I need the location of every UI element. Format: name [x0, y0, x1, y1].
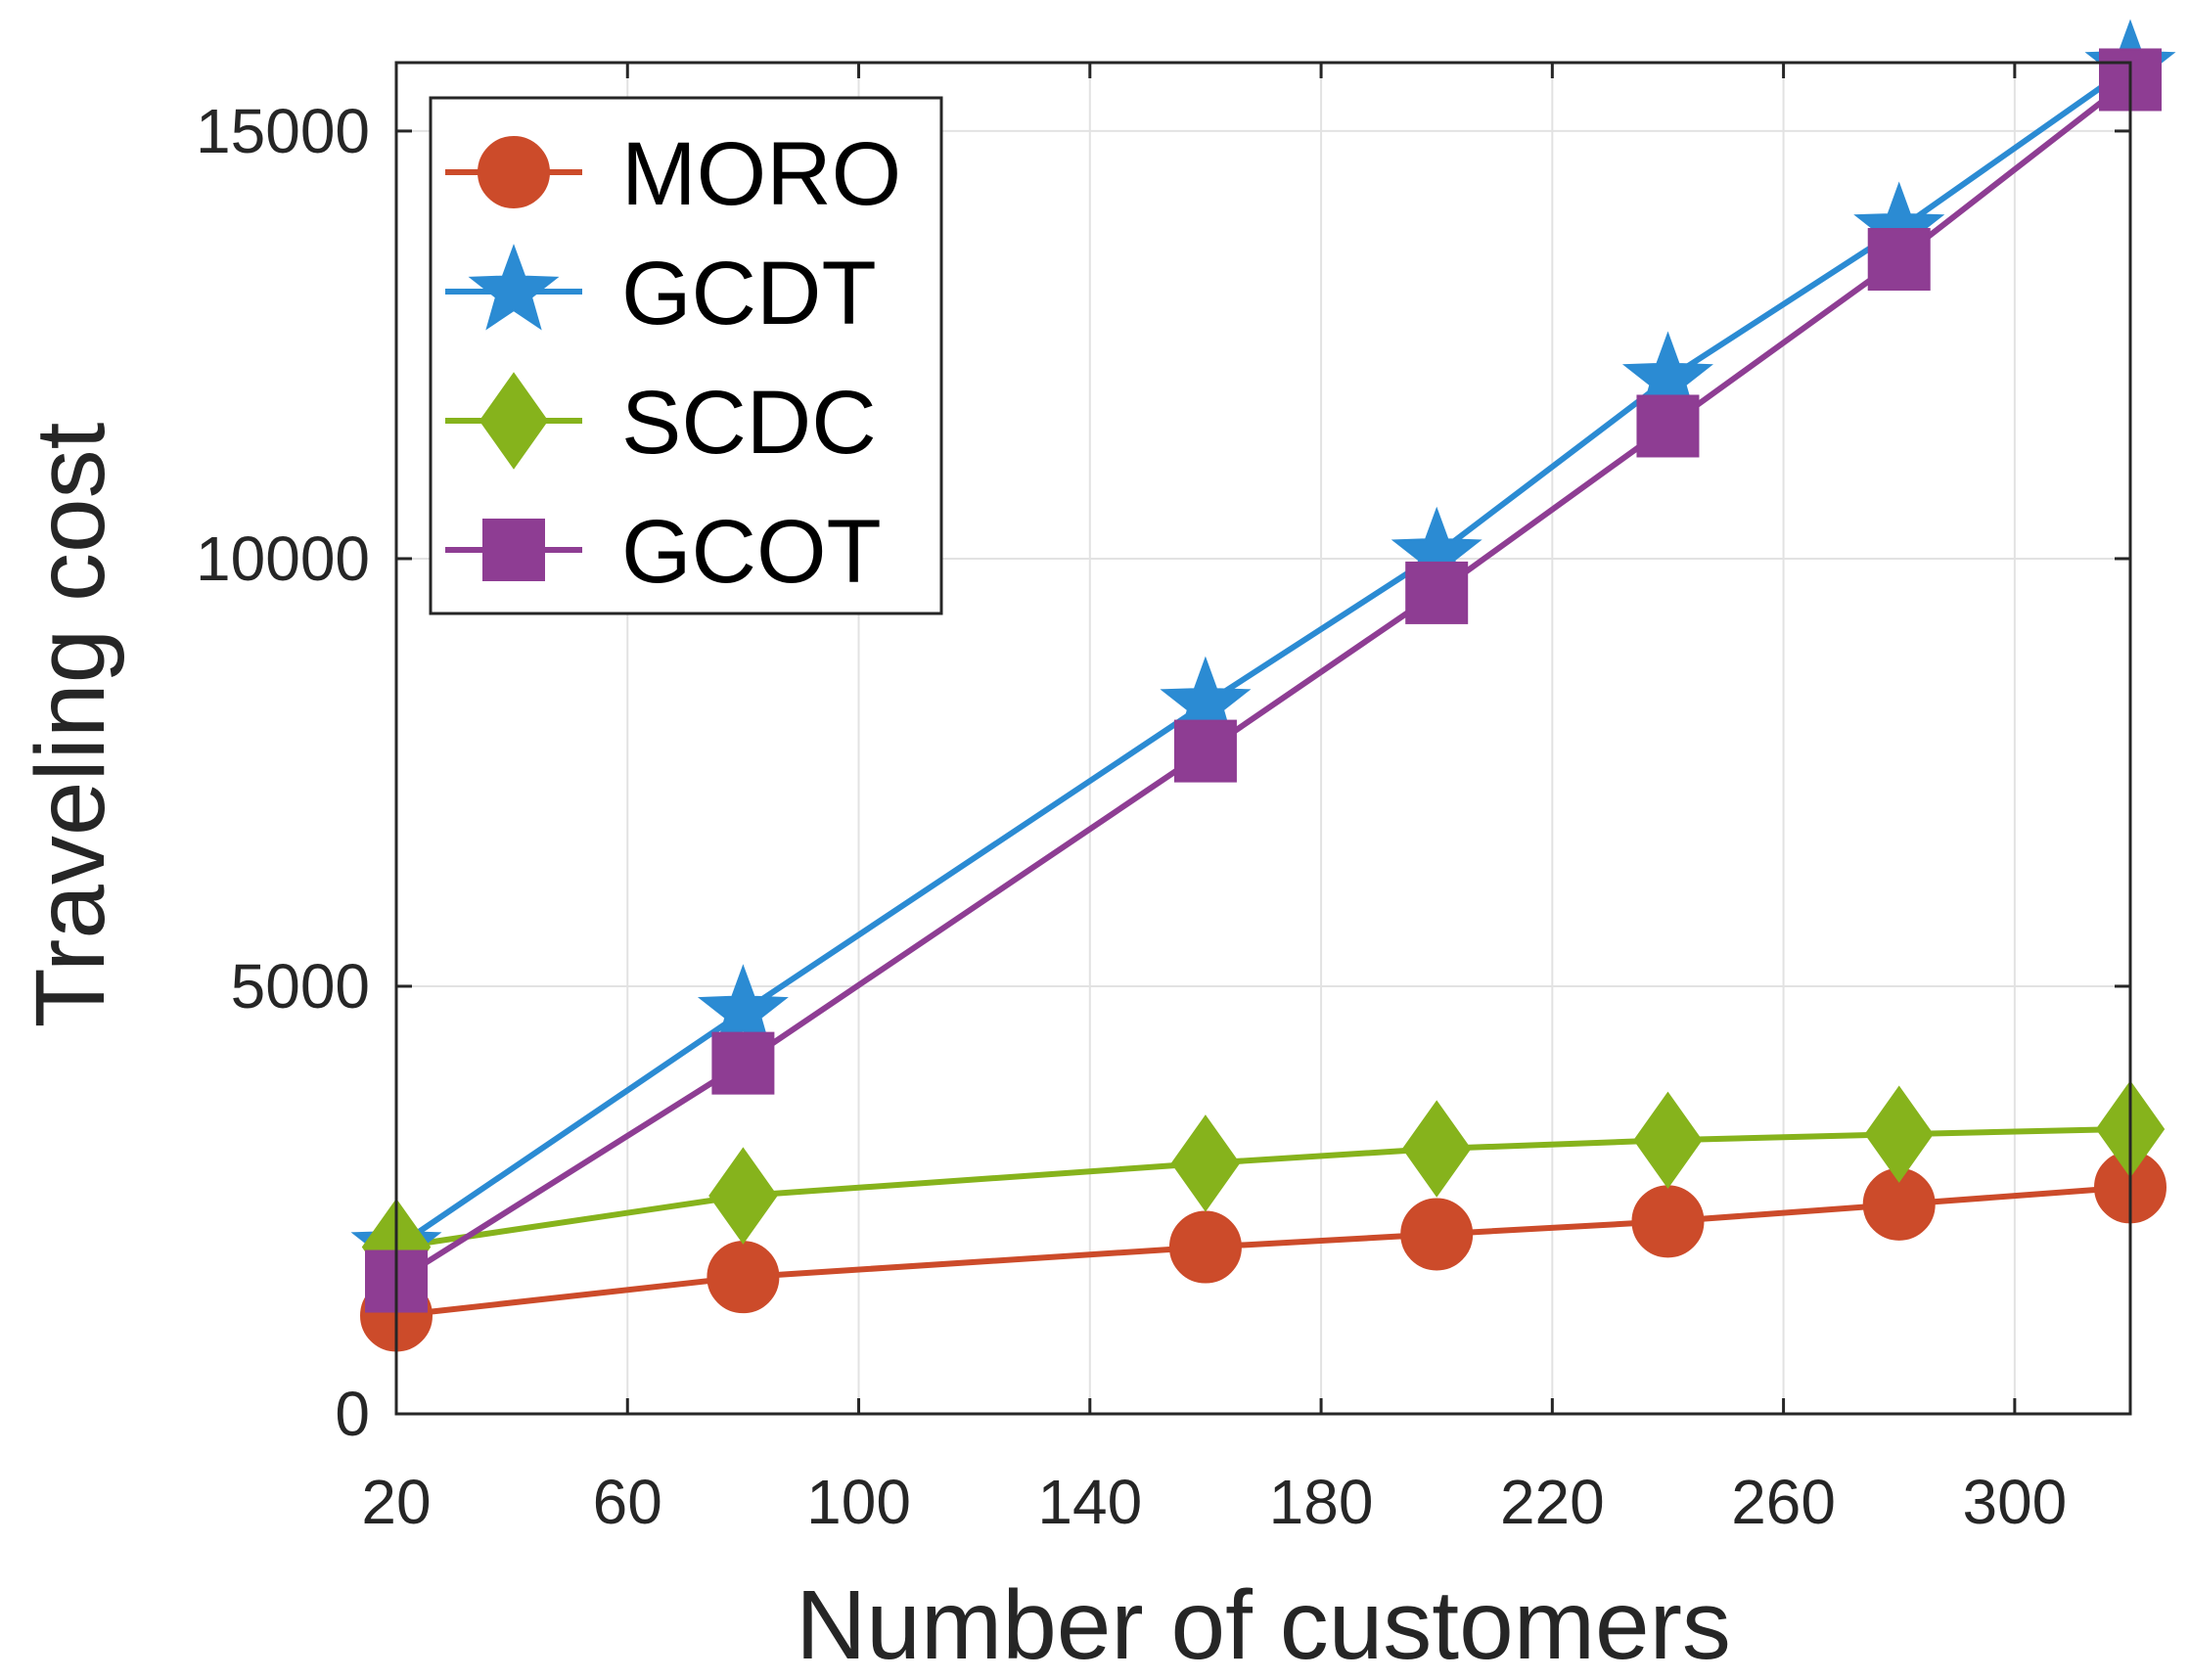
x-tick-label: 260: [1731, 1467, 1836, 1537]
axis-ticks: [394, 63, 2130, 1416]
x-tick-label: 60: [593, 1467, 662, 1537]
y-tick-label: 5000: [231, 951, 370, 1022]
data-point-gcot: [1867, 228, 1931, 292]
data-point-gcot: [1405, 561, 1469, 624]
x-tick-label: 20: [361, 1467, 431, 1537]
data-point-scdc: [1633, 1091, 1703, 1190]
data-point-scdc: [1401, 1100, 1472, 1198]
y-tick-label: 10000: [196, 523, 370, 594]
legend-marker-gcot: [482, 519, 545, 581]
x-axis-title: Number of customers: [796, 1570, 1731, 1680]
y-tick-label: 15000: [196, 96, 370, 166]
legend-label-scdc: SCDC: [621, 373, 877, 473]
data-point-gcot: [1173, 719, 1237, 783]
legend-label-moro: MORO: [621, 124, 901, 224]
data-point-scdc: [1864, 1085, 1934, 1183]
data-point-moro: [1168, 1210, 1242, 1284]
x-tick-label: 140: [1037, 1467, 1142, 1537]
x-tick-label: 100: [806, 1467, 911, 1537]
legend-marker-scdc: [479, 372, 549, 470]
y-tick-label: 0: [335, 1379, 370, 1449]
x-tick-label: 300: [1962, 1467, 2067, 1537]
series-markers: [350, 19, 2176, 1352]
data-point-moro: [707, 1241, 780, 1314]
data-point-gcdt: [697, 964, 789, 1051]
x-tick-label: 180: [1269, 1467, 1374, 1537]
legend-label-gcdt: GCDT: [621, 244, 877, 343]
data-point-gcot: [1636, 394, 1700, 458]
data-point-gcot: [711, 1031, 775, 1095]
data-point-moro: [1400, 1198, 1474, 1271]
data-point-scdc: [708, 1147, 778, 1245]
legend: MORO GCDT SCDC GCOT: [429, 96, 943, 615]
legend-marker-gcdt: [468, 244, 560, 331]
tick-labels: 20 60 100 140 180 220 260 300 0 5000 10000 15000: [196, 96, 2067, 1537]
legend-label-gcot: GCOT: [621, 502, 882, 602]
data-point-moro: [1631, 1185, 1705, 1258]
plot-frame: [394, 61, 2132, 1416]
x-tick-label: 220: [1500, 1467, 1605, 1537]
y-axis-title: Traveling cost: [16, 422, 125, 1027]
legend-marker-moro: [478, 136, 550, 208]
data-point-scdc: [1170, 1114, 1241, 1212]
